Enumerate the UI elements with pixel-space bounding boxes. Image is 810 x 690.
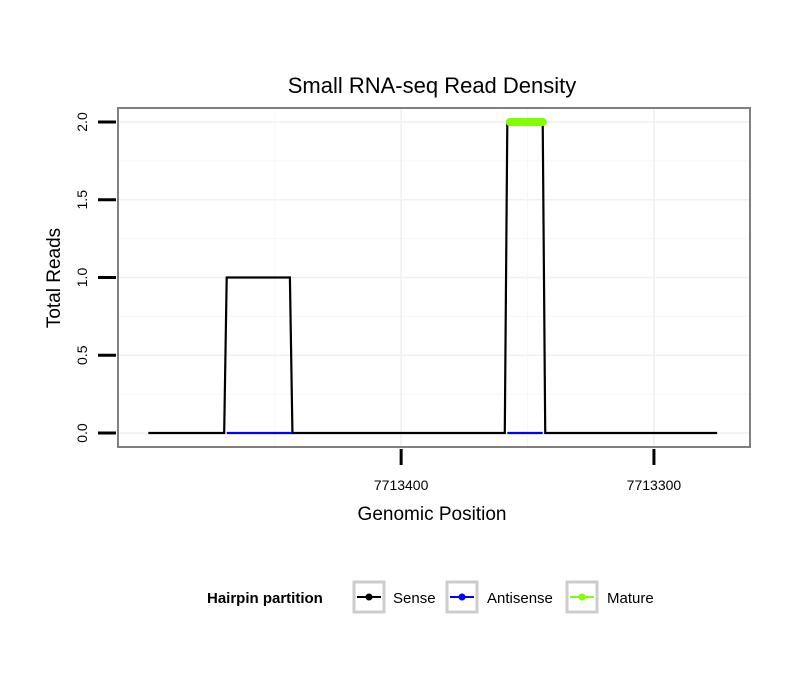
legend: Hairpin partition Sense Antisense Mature (207, 580, 654, 614)
chart-title: Small RNA-seq Read Density (288, 73, 577, 98)
legend-dot-mature (578, 593, 586, 601)
y-tick-label: 0.5 (74, 345, 90, 365)
legend-label-antisense: Antisense (487, 590, 553, 607)
series-layer (148, 117, 718, 435)
legend-item-antisense: Antisense (445, 580, 553, 614)
y-axis: 0.0 0.5 1.0 1.5 2.0 (74, 112, 116, 443)
legend-label-mature: Mature (607, 590, 654, 607)
x-tick-label: 7713300 (627, 477, 682, 493)
x-tick-label: 7713400 (374, 477, 429, 493)
legend-title: Hairpin partition (207, 590, 323, 607)
y-tick-label: 1.0 (74, 268, 90, 288)
series-line-sense (148, 120, 718, 435)
x-axis: 7713400 7713300 (374, 449, 682, 493)
legend-item-mature: Mature (565, 580, 654, 614)
x-axis-title: Genomic Position (358, 504, 507, 525)
grid-lines (118, 108, 750, 447)
legend-item-sense: Sense (352, 580, 436, 614)
legend-dot-sense (365, 593, 373, 601)
plot-panel-border (117, 107, 751, 448)
legend-label-sense: Sense (393, 590, 436, 607)
y-axis-title: Total Reads (44, 228, 65, 328)
y-tick-label: 0.0 (74, 423, 90, 443)
y-tick-label: 1.5 (74, 190, 90, 210)
legend-dot-antisense (458, 593, 466, 601)
y-tick-label: 2.0 (74, 112, 90, 132)
